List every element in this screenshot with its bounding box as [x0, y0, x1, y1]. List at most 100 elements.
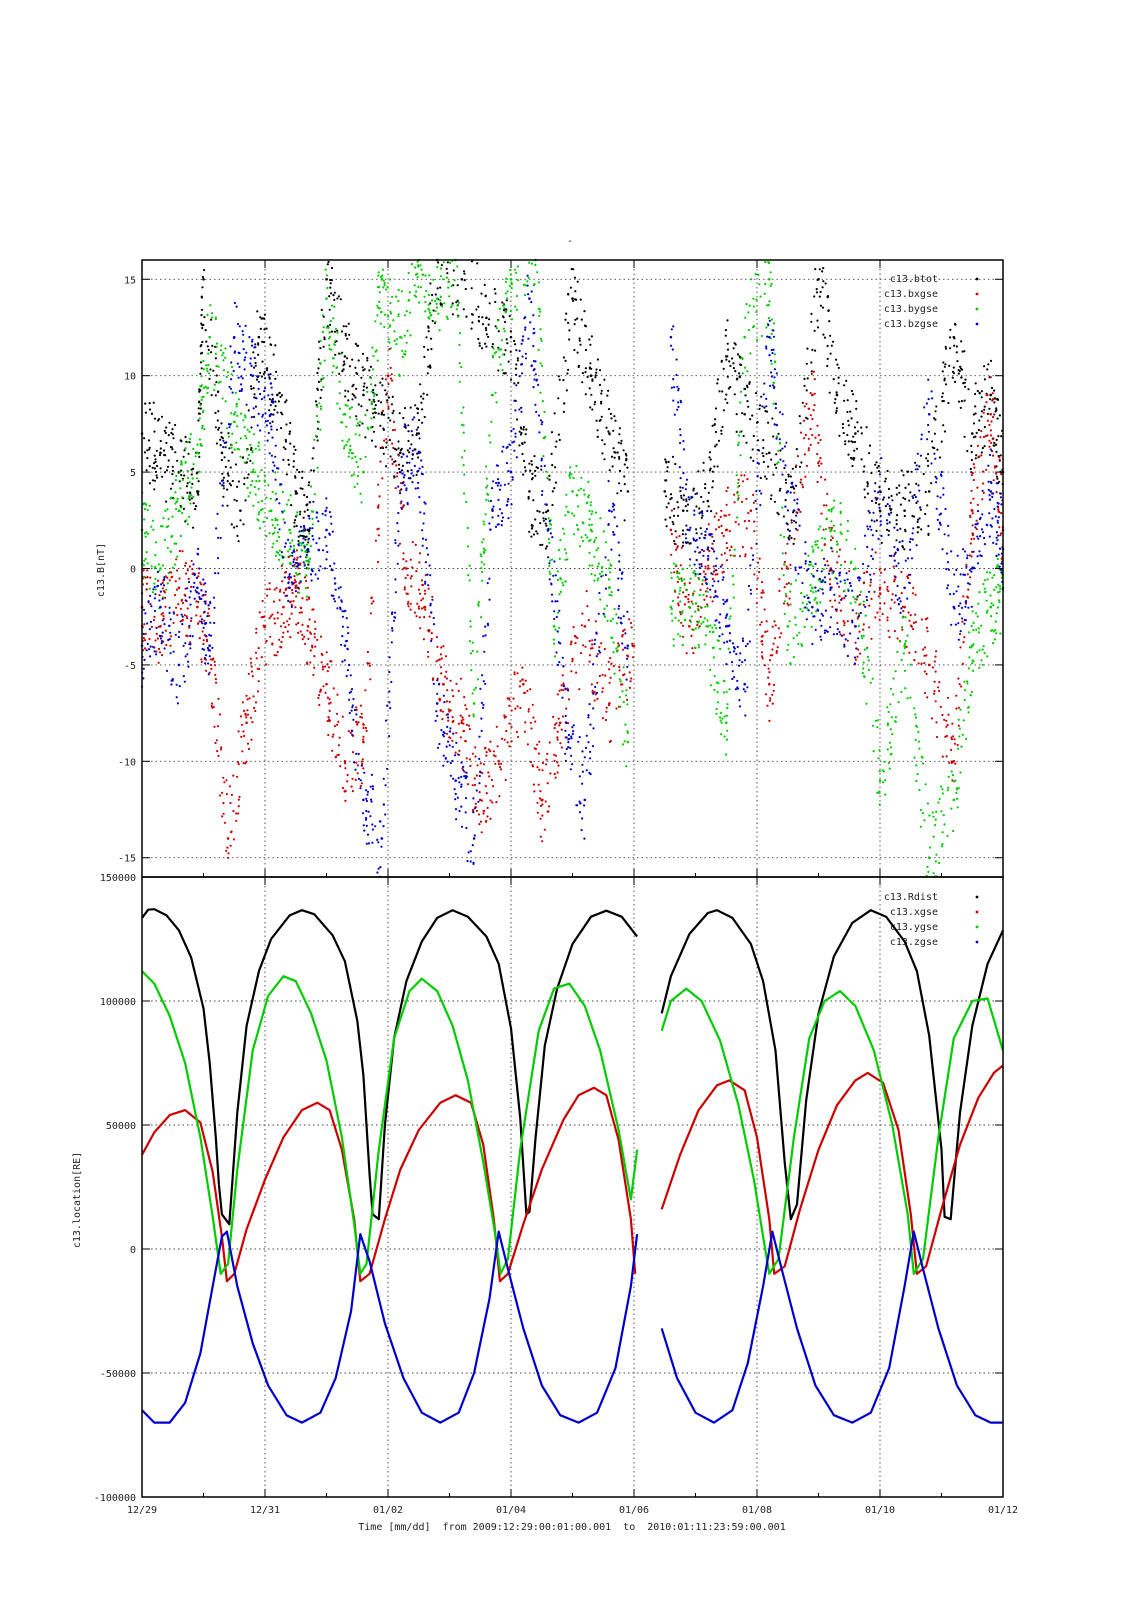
data-point [449, 261, 452, 264]
data-point [815, 291, 819, 294]
data-point [743, 474, 746, 477]
data-point [245, 403, 248, 406]
data-point [271, 546, 274, 549]
data-point [224, 446, 227, 449]
data-point [800, 592, 803, 595]
data-point [741, 546, 745, 549]
data-point [364, 436, 367, 439]
data-point [223, 781, 226, 784]
data-point [960, 340, 963, 343]
data-point [325, 274, 328, 277]
data-point [247, 453, 251, 457]
data-point [175, 542, 178, 545]
data-point [618, 669, 621, 672]
data-point [361, 422, 364, 425]
data-point [403, 407, 407, 410]
data-point [227, 432, 230, 435]
data-point [398, 489, 402, 492]
data-point [304, 538, 307, 541]
data-point [494, 391, 497, 394]
data-point [209, 351, 213, 354]
data-point [570, 670, 573, 673]
data-point [223, 821, 226, 824]
data-point [878, 779, 882, 782]
data-point [513, 268, 517, 271]
data-point [423, 616, 426, 619]
data-point [166, 582, 169, 585]
data-point [181, 496, 184, 499]
data-point [731, 574, 734, 578]
data-point [750, 278, 753, 281]
data-point [848, 570, 851, 573]
data-point [980, 659, 983, 662]
data-point [420, 401, 423, 404]
data-point [632, 644, 636, 647]
data-point [242, 333, 245, 336]
data-point [605, 710, 608, 713]
data-point [402, 505, 405, 508]
data-point [491, 343, 494, 346]
data-point [459, 714, 462, 717]
data-point [994, 629, 997, 632]
data-point [251, 675, 254, 678]
data-point [278, 549, 281, 552]
data-point [262, 520, 265, 524]
data-point [604, 718, 608, 722]
data-point [769, 284, 772, 287]
data-point [410, 585, 413, 588]
data-point [964, 385, 967, 388]
data-point [792, 637, 795, 640]
data-point [342, 325, 345, 328]
data-point [182, 455, 185, 458]
data-point [417, 605, 420, 608]
data-point [365, 386, 368, 389]
data-point [719, 719, 722, 722]
data-point [801, 601, 804, 604]
data-point [180, 613, 183, 616]
data-point [471, 784, 474, 787]
data-point [484, 294, 487, 297]
data-point [576, 351, 579, 354]
data-point [370, 383, 373, 386]
data-point [534, 469, 537, 472]
data-point [916, 773, 919, 776]
data-point [310, 510, 313, 513]
data-point [257, 335, 261, 339]
data-point [153, 479, 156, 482]
data-point [700, 516, 703, 519]
data-point [866, 570, 869, 574]
data-point [192, 563, 195, 566]
data-point [497, 369, 500, 372]
data-point [451, 716, 454, 719]
data-point [609, 657, 612, 660]
data-point [439, 275, 442, 278]
data-point [612, 447, 615, 450]
data-point [588, 654, 592, 657]
data-point [912, 627, 915, 631]
data-point [836, 543, 839, 546]
data-point [580, 536, 583, 539]
data-point [580, 318, 583, 321]
data-point [837, 376, 840, 379]
data-point [350, 785, 353, 788]
data-point [318, 703, 321, 707]
data-point [179, 607, 182, 610]
data-point [557, 375, 560, 378]
data-point [702, 620, 705, 624]
data-point [171, 428, 174, 431]
data-point [941, 755, 944, 758]
data-point [589, 647, 593, 650]
data-point [612, 641, 615, 644]
data-point [859, 652, 862, 655]
data-point [192, 502, 195, 505]
data-point [935, 853, 938, 856]
data-point [492, 785, 495, 788]
data-point [240, 389, 243, 392]
data-point [548, 570, 551, 573]
data-point [145, 588, 148, 591]
data-point [959, 646, 962, 649]
data-point [895, 539, 898, 542]
data-point [865, 426, 868, 429]
data-point [799, 422, 802, 425]
data-point [468, 758, 471, 761]
